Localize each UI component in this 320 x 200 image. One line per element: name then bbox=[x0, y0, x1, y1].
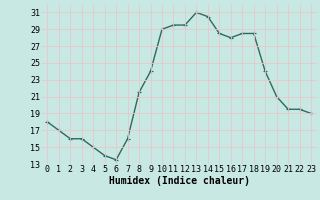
X-axis label: Humidex (Indice chaleur): Humidex (Indice chaleur) bbox=[109, 176, 250, 186]
